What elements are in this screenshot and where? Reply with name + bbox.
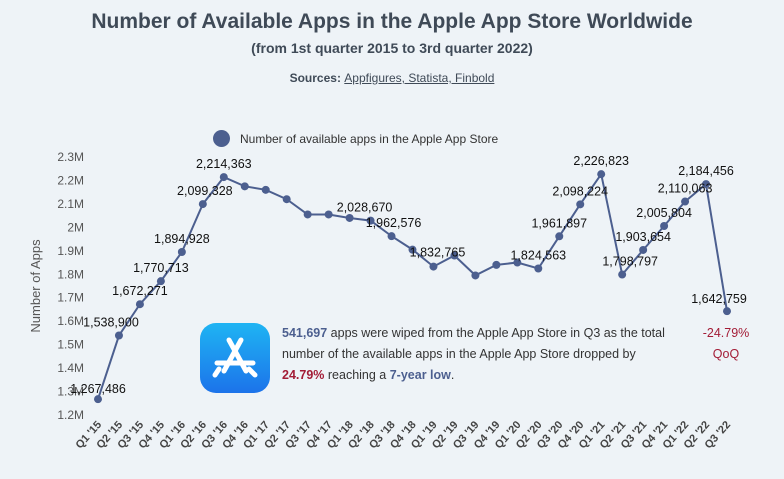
qoq-label: QoQ <box>713 347 740 361</box>
data-label: 2,005,804 <box>636 206 692 220</box>
y-tick-label: 1.3M <box>57 385 84 399</box>
data-point <box>261 185 270 194</box>
data-label: 1,894,928 <box>154 232 210 246</box>
callout-text-1: apps were wiped from the Apple App Store… <box>282 326 665 361</box>
app-store-icon <box>200 323 270 393</box>
data-label: 1,642,759 <box>691 292 747 306</box>
data-point <box>135 300 144 309</box>
data-point <box>303 210 312 219</box>
y-tick-label: 1.8M <box>57 267 84 281</box>
data-point <box>513 258 522 267</box>
y-tick-label: 1.9M <box>57 244 84 258</box>
y-tick-label: 1.2M <box>57 408 84 422</box>
data-label: 2,214,363 <box>196 157 252 171</box>
y-tick-label: 2.1M <box>57 197 84 211</box>
data-label: 1,672,271 <box>112 284 168 298</box>
chart-subtitle: (from 1st quarter 2015 to 3rd quarter 20… <box>251 40 533 56</box>
callout-text: 541,697 apps were wiped from the Apple A… <box>282 323 667 386</box>
qoq-percent: -24.79% <box>703 326 750 340</box>
legend-marker <box>213 130 230 147</box>
data-label: 1,903,654 <box>615 230 671 244</box>
y-tick-label: 1.5M <box>57 338 84 352</box>
data-point <box>94 395 102 404</box>
data-label: 1,770,713 <box>133 261 189 275</box>
data-point <box>702 180 711 189</box>
data-label: 1,267,486 <box>70 382 126 396</box>
data-point <box>177 248 186 257</box>
legend-label: Number of available apps in the Apple Ap… <box>240 131 499 146</box>
data-label: 1,798,797 <box>602 255 658 269</box>
data-label: 2,099,328 <box>177 184 233 198</box>
data-point <box>156 277 165 286</box>
sources-links[interactable]: Appfigures, Statista, Finbold <box>344 71 495 85</box>
data-point <box>408 245 417 254</box>
data-point <box>492 260 501 269</box>
data-point <box>282 195 291 204</box>
data-point <box>639 245 648 254</box>
data-point <box>114 331 123 340</box>
callout-highlight: 7-year low <box>389 368 451 382</box>
data-point <box>324 210 333 219</box>
data-label: 2,098,224 <box>552 184 608 198</box>
data-point <box>240 182 249 191</box>
callout-text-2: reaching a <box>324 368 390 382</box>
data-label: 1,538,900 <box>83 316 139 330</box>
data-point <box>387 232 396 241</box>
y-tick-label: 2M <box>67 220 84 234</box>
data-point <box>681 197 690 206</box>
chart-legend: Number of available apps in the Apple Ap… <box>213 130 498 147</box>
callout-text-3: . <box>450 368 455 382</box>
sources-label: Sources: <box>289 71 341 85</box>
callout-percent: 24.79% <box>282 368 325 382</box>
data-label: 1,961,897 <box>531 216 587 230</box>
data-label: 2,028,670 <box>337 201 393 215</box>
y-tick-label: 1.6M <box>57 314 84 328</box>
data-point <box>429 262 438 271</box>
data-label: 2,226,823 <box>573 154 629 168</box>
data-label: 2,110,063 <box>658 182 713 196</box>
y-tick-label: 1.4M <box>57 361 84 375</box>
data-label: 1,832,765 <box>410 246 466 260</box>
data-point <box>618 270 627 279</box>
data-point <box>366 216 375 225</box>
chart-title: Number of Available Apps in the Apple Ap… <box>91 10 693 33</box>
data-point <box>345 213 354 222</box>
data-point <box>534 264 543 273</box>
data-point <box>198 200 207 209</box>
data-point <box>555 232 564 241</box>
data-label: 1,962,576 <box>366 216 422 230</box>
data-point <box>219 173 228 182</box>
data-label: 1,824,563 <box>510 249 566 263</box>
data-label: 2,184,456 <box>678 164 734 178</box>
y-axis-title: Number of Apps <box>28 239 43 333</box>
callout-number: 541,697 <box>282 326 328 340</box>
data-point <box>450 251 459 260</box>
y-tick-label: 1.7M <box>57 291 84 305</box>
callout-box: 541,697 apps were wiped from the Apple A… <box>200 323 670 393</box>
data-point <box>597 170 606 179</box>
y-tick-label: 2.3M <box>57 150 84 164</box>
sources-line: Sources: Appfigures, Statista, Finbold <box>0 71 784 85</box>
data-point <box>471 271 480 280</box>
y-tick-label: 2.2M <box>57 173 84 187</box>
data-point <box>576 200 585 209</box>
data-point <box>660 222 669 231</box>
data-point <box>723 307 731 316</box>
